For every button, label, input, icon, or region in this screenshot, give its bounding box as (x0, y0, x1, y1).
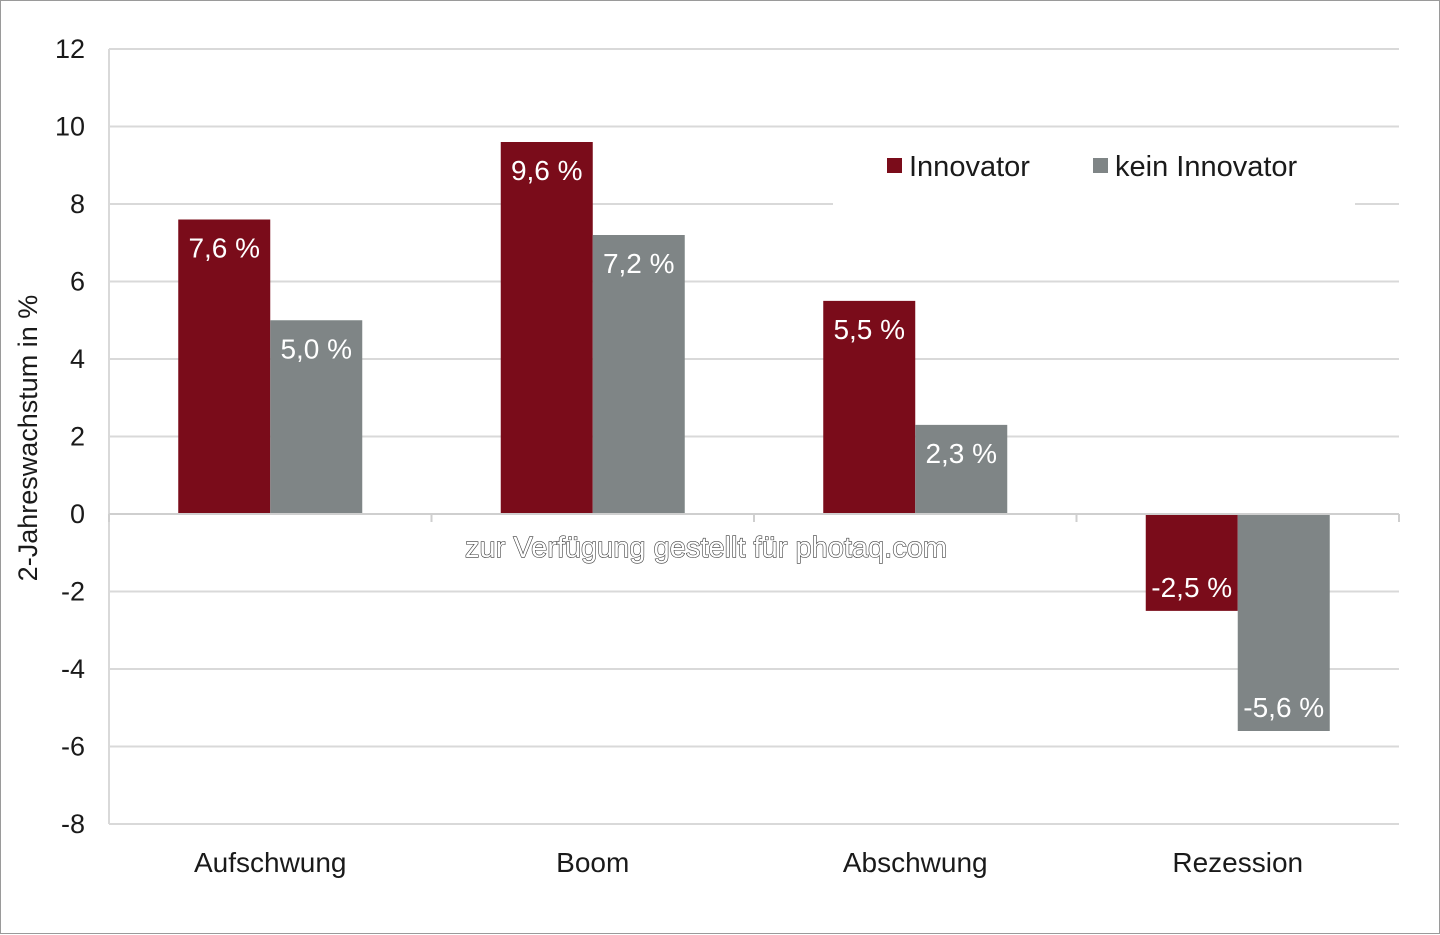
bar-data-label: 2,3 % (925, 438, 997, 469)
legend: Innovator kein Innovator (887, 151, 1298, 183)
legend-label: kein Innovator (1115, 151, 1298, 183)
y-tick-label: -8 (61, 809, 85, 839)
bar-data-label: -5,6 % (1243, 692, 1324, 723)
bar-kein-innovator (592, 235, 685, 514)
bar-data-label: 5,5 % (833, 314, 905, 345)
bar-innovator (178, 219, 271, 514)
bars: 7,6 % 9,6 % 5,5 % -2,5 % 5,0 % 7,2 % 2,3 % -5,6… (178, 142, 1330, 731)
x-category-label: Abschwung (843, 847, 988, 878)
bar-kein-innovator (270, 320, 363, 514)
bar-innovator (823, 300, 916, 514)
y-axis: 12 10 8 6 4 2 0 -2 -4 -6 -8 (55, 34, 110, 839)
watermark: zur Verfügung gestellt für photaq.com (465, 532, 947, 564)
x-category-label: Rezession (1172, 847, 1303, 878)
y-tick-label: 0 (70, 499, 85, 529)
bar-data-label: -2,5 % (1151, 572, 1232, 603)
y-tick-label: 8 (70, 189, 85, 219)
y-tick-label: 10 (55, 112, 85, 142)
bar-kein-innovator (1237, 514, 1330, 731)
bar-data-label: 7,2 % (603, 248, 675, 279)
x-category-label: Aufschwung (194, 847, 347, 878)
y-tick-label: 12 (55, 34, 85, 64)
bar-data-label: 5,0 % (280, 333, 352, 364)
bar-data-label: 7,6 % (188, 233, 260, 264)
y-tick-label: -6 (61, 732, 85, 762)
bar-kein-innovator (915, 424, 1008, 514)
y-axis-label: 2-Jahreswachstum in % (13, 295, 43, 582)
x-axis: Aufschwung Boom Abschwung Rezession (108, 513, 1400, 878)
legend-swatch (1093, 158, 1108, 173)
y-tick-label: 6 (70, 267, 85, 297)
y-tick-label: 2 (70, 422, 85, 452)
bar-innovator (500, 142, 593, 514)
legend-label: Innovator (909, 151, 1030, 183)
x-category-label: Boom (556, 847, 629, 878)
y-tick-label: -2 (61, 577, 85, 607)
y-tick-label: -4 (61, 654, 85, 684)
bar-innovator (1145, 514, 1238, 611)
legend-swatch (887, 158, 902, 173)
y-tick-label: 4 (70, 344, 85, 374)
bar-data-label: 9,6 % (511, 155, 583, 186)
